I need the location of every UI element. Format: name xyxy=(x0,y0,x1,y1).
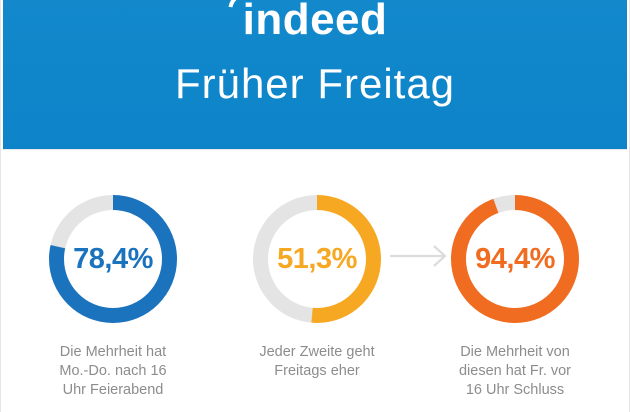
donut-value-label: 51,3% xyxy=(277,242,357,275)
right-arrow-icon xyxy=(390,245,447,267)
donut-hole: 51,3% xyxy=(268,210,366,308)
indeed-logo-wordmark: indeed xyxy=(221,0,388,44)
stat-column-2: 51,3% Jeder Zweite geht Freitags eher xyxy=(217,195,417,381)
logo-text: indeed xyxy=(242,0,388,44)
donut-chart-weekdays: 78,4% xyxy=(49,195,177,323)
donut-value-label: 78,4% xyxy=(73,242,153,275)
donut-caption: Die Mehrheit von diesen hat Fr. vor 16 U… xyxy=(458,344,572,398)
donut-caption: Jeder Zweite geht Freitags eher xyxy=(259,344,375,379)
stat-column-3: 94,4% Die Mehrheit von diesen hat Fr. vo… xyxy=(415,195,615,400)
page-title: Früher Freitag xyxy=(174,60,456,107)
donut-chart-friday-earlier: 51,3% xyxy=(253,195,381,323)
donut-chart-before-16: 94,4% xyxy=(451,195,579,323)
donut-caption: Die Mehrheit hat Mo.-Do. nach 16 Uhr Fei… xyxy=(59,344,167,398)
donut-value-label: 94,4% xyxy=(475,242,555,275)
indeed-logo: indeed xyxy=(3,0,627,43)
donut-hole: 94,4% xyxy=(466,210,564,308)
header-banner: indeed Früher Freitag xyxy=(3,0,627,149)
stat-column-1: 78,4% Die Mehrheit hat Mo.-Do. nach 16 U… xyxy=(13,195,213,400)
donut-hole: 78,4% xyxy=(64,210,162,308)
